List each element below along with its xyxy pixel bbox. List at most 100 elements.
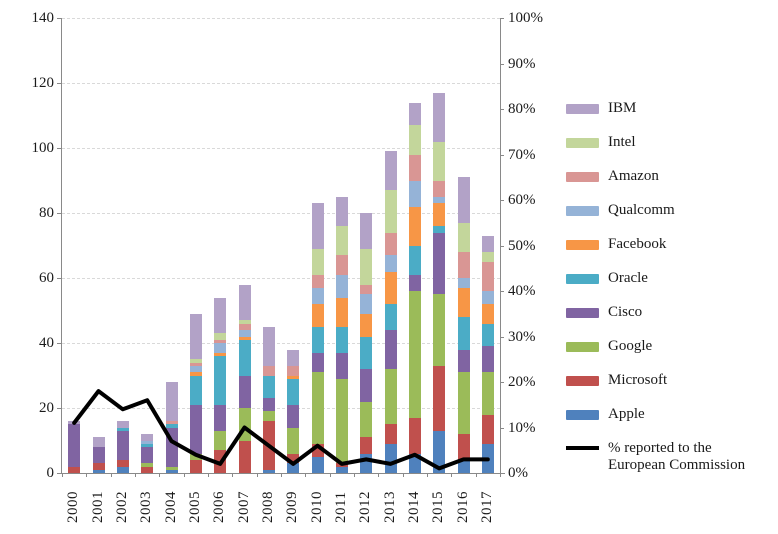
bar-segment-intel-2006 <box>214 333 227 340</box>
legend-label: Google <box>608 338 653 354</box>
bar-segment-oracle-2003 <box>141 443 154 447</box>
bar-segment-amazon-2004 <box>165 421 178 425</box>
bar-segment-facebook-2012 <box>360 313 373 337</box>
bar-segment-ibm-2017 <box>481 235 494 252</box>
x-axis-label-2007: 2007 <box>235 491 252 523</box>
bar-segment-ibm-2010 <box>311 203 324 249</box>
bar-segment-amazon-2006 <box>214 339 227 343</box>
x-axis-label-2011: 2011 <box>332 491 349 523</box>
bar-segment-microsoft-2013 <box>384 424 397 444</box>
bar-segment-facebook-2015 <box>433 203 446 226</box>
bar-segment-intel-2010 <box>311 248 324 275</box>
bar-2010 <box>311 203 324 473</box>
bar-segment-amazon-2009 <box>287 365 300 376</box>
bar-segment-qualcomm-2014 <box>408 180 421 207</box>
right-axis-tick-label: 30% <box>508 328 536 345</box>
left-axis-tick-label: 80 <box>39 205 54 221</box>
bar-segment-oracle-2016 <box>457 317 470 350</box>
bar-2014 <box>408 102 421 473</box>
bottom-axis-tick <box>378 473 380 477</box>
plot-area <box>62 18 500 473</box>
x-axis-label-2016: 2016 <box>454 491 471 523</box>
bar-segment-cisco-2016 <box>457 349 470 373</box>
bar-segment-oracle-2013 <box>384 304 397 330</box>
right-axis-tick <box>500 109 504 110</box>
bar-segment-amazon-2016 <box>457 252 470 278</box>
right-axis-tick <box>500 291 504 292</box>
left-axis-tick <box>57 18 61 19</box>
bar-segment-microsoft-2016 <box>457 434 470 460</box>
bar-segment-facebook-2017 <box>481 304 494 324</box>
bar-segment-qualcomm-2007 <box>238 330 251 337</box>
bar-segment-cisco-2000 <box>68 424 81 467</box>
bar-segment-cisco-2011 <box>335 352 348 379</box>
bar-segment-facebook-2006 <box>214 352 227 356</box>
bar-segment-ibm-2003 <box>141 434 154 441</box>
bar-segment-facebook-2007 <box>238 336 251 340</box>
right-axis-tick-label: 40% <box>508 283 536 299</box>
left-axis-tick <box>57 213 61 214</box>
bar-segment-ibm-2012 <box>360 213 373 249</box>
bar-segment-qualcomm-2015 <box>433 196 446 204</box>
bar-2001 <box>92 437 105 473</box>
bar-segment-google-2017 <box>481 372 494 415</box>
bar-segment-oracle-2002 <box>116 427 129 431</box>
right-axis-tick <box>500 200 504 201</box>
x-axis-label-2004: 2004 <box>162 491 179 523</box>
bar-segment-intel-2007 <box>238 320 251 324</box>
bar-segment-intel-2013 <box>384 190 397 233</box>
legend: IBM Intel Amazon Qualcomm Facebook Oracle Cisc… <box>566 100 771 491</box>
legend-swatch-apple <box>566 409 599 420</box>
bottom-axis-tick <box>451 473 453 477</box>
x-axis-label-2009: 2009 <box>284 491 301 523</box>
bar-segment-oracle-2004 <box>165 424 178 428</box>
bar-2003 <box>141 434 154 473</box>
bar-segment-google-2010 <box>311 372 324 444</box>
bar-segment-ibm-2002 <box>116 421 129 428</box>
x-axis-label-2000: 2000 <box>65 491 82 523</box>
bar-segment-apple-2015 <box>433 430 446 473</box>
bar-segment-apple-2004 <box>165 469 178 473</box>
bar-segment-facebook-2016 <box>457 287 470 317</box>
bar-segment-amazon-2012 <box>360 284 373 295</box>
bar-segment-oracle-2009 <box>287 378 300 405</box>
left-axis-tick-label: 100 <box>31 140 55 156</box>
bottom-axis-tick <box>232 473 234 477</box>
bar-segment-amazon-2013 <box>384 232 397 256</box>
legend-swatch-google <box>566 341 599 352</box>
legend-item-oracle: Oracle <box>566 270 771 287</box>
legend-label: Apple <box>608 406 645 422</box>
bar-segment-amazon-2017 <box>481 261 494 291</box>
x-axis-label-2003: 2003 <box>138 491 155 523</box>
bar-segment-google-2014 <box>408 291 421 418</box>
bar-segment-cisco-2015 <box>433 232 446 295</box>
right-axis-tick <box>500 382 504 383</box>
bar-2002 <box>116 421 129 473</box>
bar-segment-microsoft-2007 <box>238 440 251 473</box>
left-axis-tick <box>57 473 61 474</box>
right-axis-tick-label: 60% <box>508 192 536 208</box>
right-axis-tick <box>500 245 504 247</box>
bar-2012 <box>360 213 373 473</box>
legend-label: Microsoft <box>608 372 668 388</box>
left-axis-tick <box>57 278 61 279</box>
legend-item-intel: Intel <box>566 134 771 151</box>
bar-segment-intel-2016 <box>457 222 470 252</box>
bar-segment-microsoft-2014 <box>408 417 421 454</box>
bottom-axis-tick <box>159 473 161 477</box>
bar-segment-oracle-2005 <box>189 375 202 405</box>
bar-2011 <box>335 196 348 473</box>
bar-segment-qualcomm-2016 <box>457 278 470 288</box>
bar-segment-intel-2005 <box>189 359 202 363</box>
bar-segment-cisco-2008 <box>262 398 275 412</box>
left-axis-line <box>61 18 62 474</box>
bar-segment-oracle-2010 <box>311 326 324 353</box>
bottom-axis-tick <box>402 473 404 477</box>
right-axis-tick <box>500 336 504 338</box>
bar-segment-google-2015 <box>433 294 446 366</box>
legend-line-swatch <box>566 446 599 450</box>
gridline <box>62 18 500 19</box>
bar-segment-intel-2014 <box>408 125 421 155</box>
bar-segment-qualcomm-2017 <box>481 291 494 304</box>
